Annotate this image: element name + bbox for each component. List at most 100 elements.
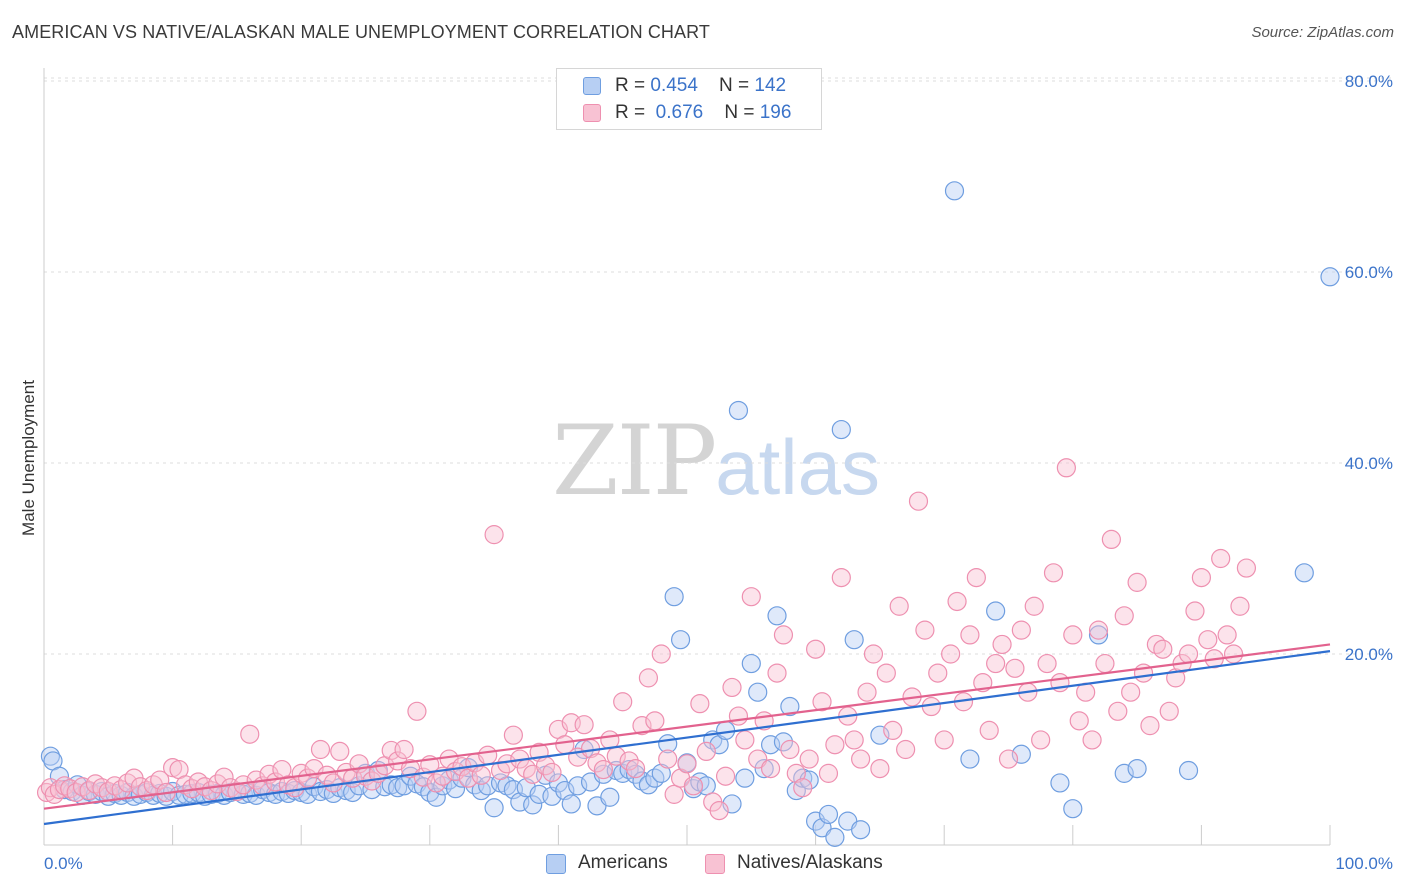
point-native: [1127, 572, 1147, 592]
legend-r-label: R =: [615, 102, 651, 123]
point-native: [1088, 620, 1109, 640]
point-native: [870, 758, 890, 779]
point-native: [1185, 601, 1205, 621]
point-american: [484, 798, 504, 818]
series-natives: [36, 458, 1257, 821]
point-american: [780, 696, 800, 717]
point-native: [310, 739, 331, 760]
point-native: [690, 694, 710, 714]
point-american: [600, 787, 620, 807]
point-american: [664, 587, 684, 607]
legend-label-natives: Natives/Alaskans: [737, 852, 883, 873]
legend-swatch-americans: [546, 854, 566, 874]
legend-swatch-americans: [583, 77, 601, 95]
watermark-atlas: atlas: [715, 423, 880, 511]
point-american: [523, 795, 543, 815]
point-american: [735, 768, 755, 788]
point-native: [1031, 730, 1051, 750]
point-native: [1011, 620, 1031, 640]
point-native: [1082, 730, 1102, 750]
point-native: [484, 525, 504, 545]
point-native: [780, 739, 800, 760]
point-native: [941, 644, 961, 664]
point-native: [1043, 563, 1064, 583]
point-native: [1178, 644, 1199, 664]
legend-n-value: 142: [754, 75, 787, 96]
point-american: [568, 776, 588, 796]
trend-line-americans: [43, 650, 1331, 826]
point-native: [928, 663, 948, 683]
point-native: [1191, 567, 1212, 588]
point-native: [825, 735, 845, 755]
point-native: [330, 741, 350, 762]
point-native: [1108, 701, 1128, 721]
point-native: [1211, 548, 1231, 569]
watermark-zip: ZIP: [552, 405, 717, 517]
point-native: [1063, 625, 1083, 645]
point-native: [625, 758, 646, 779]
point-native: [1198, 630, 1218, 650]
series-legend: Americans Natives/Alaskans: [0, 852, 1406, 878]
point-native: [658, 749, 678, 769]
point-native: [478, 745, 498, 765]
point-american: [670, 630, 691, 650]
legend-swatch-natives: [583, 104, 601, 122]
point-native: [883, 720, 903, 741]
trend-line-natives: [43, 643, 1331, 810]
point-native: [574, 715, 594, 735]
y-axis-label: Male Unemployment: [19, 380, 38, 536]
y-tick-label: 60.0%: [1345, 263, 1393, 282]
point-native: [818, 763, 839, 783]
point-american: [561, 794, 581, 814]
point-american: [748, 682, 768, 702]
point-native: [1223, 644, 1244, 664]
point-native: [715, 766, 736, 786]
point-american: [593, 764, 614, 784]
legend-n-label: N =: [719, 75, 755, 96]
point-native: [728, 706, 749, 726]
point-native: [876, 663, 896, 683]
point-native: [786, 763, 806, 783]
point-native: [908, 491, 929, 511]
point-american: [818, 804, 839, 825]
point-native: [1159, 701, 1179, 721]
point-native: [915, 620, 935, 640]
point-american: [1088, 625, 1109, 645]
axes: [43, 68, 1331, 846]
point-native: [863, 644, 884, 664]
x-tick-label: 0.0%: [44, 854, 83, 873]
y-tick-label: 40.0%: [1345, 454, 1393, 473]
point-native: [664, 784, 684, 804]
point-american: [1050, 773, 1070, 793]
point-native: [503, 725, 523, 745]
point-american: [960, 749, 980, 769]
point-native: [960, 625, 980, 645]
point-american: [831, 419, 851, 440]
point-native: [741, 587, 761, 607]
point-american: [1063, 799, 1083, 819]
point-native: [857, 682, 877, 702]
point-american: [767, 606, 787, 626]
point-native: [735, 730, 755, 750]
legend-r-label: R =: [615, 75, 651, 96]
point-native: [240, 724, 260, 744]
point-american: [870, 725, 890, 745]
point-american: [1011, 744, 1031, 764]
point-native: [998, 749, 1019, 769]
tick-labels: 20.0% 40.0% 60.0% 80.0% 0.0% 100.0%: [44, 72, 1393, 873]
point-native: [831, 567, 851, 588]
point-native: [632, 716, 652, 736]
point-native: [709, 801, 729, 821]
point-native: [979, 720, 999, 741]
point-native: [760, 758, 781, 779]
point-native: [317, 765, 337, 785]
point-native: [1056, 458, 1076, 478]
point-native: [767, 663, 787, 683]
watermark: ZIPatlas: [552, 405, 880, 517]
point-native: [645, 711, 665, 731]
point-native: [934, 730, 954, 750]
point-american: [741, 653, 761, 674]
legend-r-value: 0.676: [655, 102, 704, 123]
point-american: [844, 630, 864, 650]
